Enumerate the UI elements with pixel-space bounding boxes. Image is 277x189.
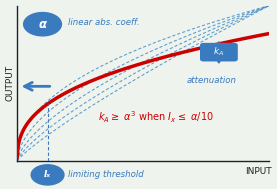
Text: limiting threshold: limiting threshold [68, 170, 143, 179]
FancyBboxPatch shape [200, 43, 238, 61]
Text: Iₓ: Iₓ [44, 170, 51, 179]
Text: INPUT: INPUT [245, 167, 272, 176]
Text: $k_A$: $k_A$ [213, 46, 224, 58]
Circle shape [31, 165, 64, 185]
Circle shape [24, 12, 61, 36]
Text: linear abs. coeff.: linear abs. coeff. [68, 18, 139, 27]
Text: attenuation: attenuation [186, 76, 236, 85]
Text: α: α [39, 18, 47, 31]
Text: $k_A \geq\ \alpha^3\ \mathrm{when}\ I_x \leq\ \alpha/10$: $k_A \geq\ \alpha^3\ \mathrm{when}\ I_x … [98, 110, 214, 125]
Y-axis label: OUTPUT: OUTPUT [6, 65, 15, 101]
